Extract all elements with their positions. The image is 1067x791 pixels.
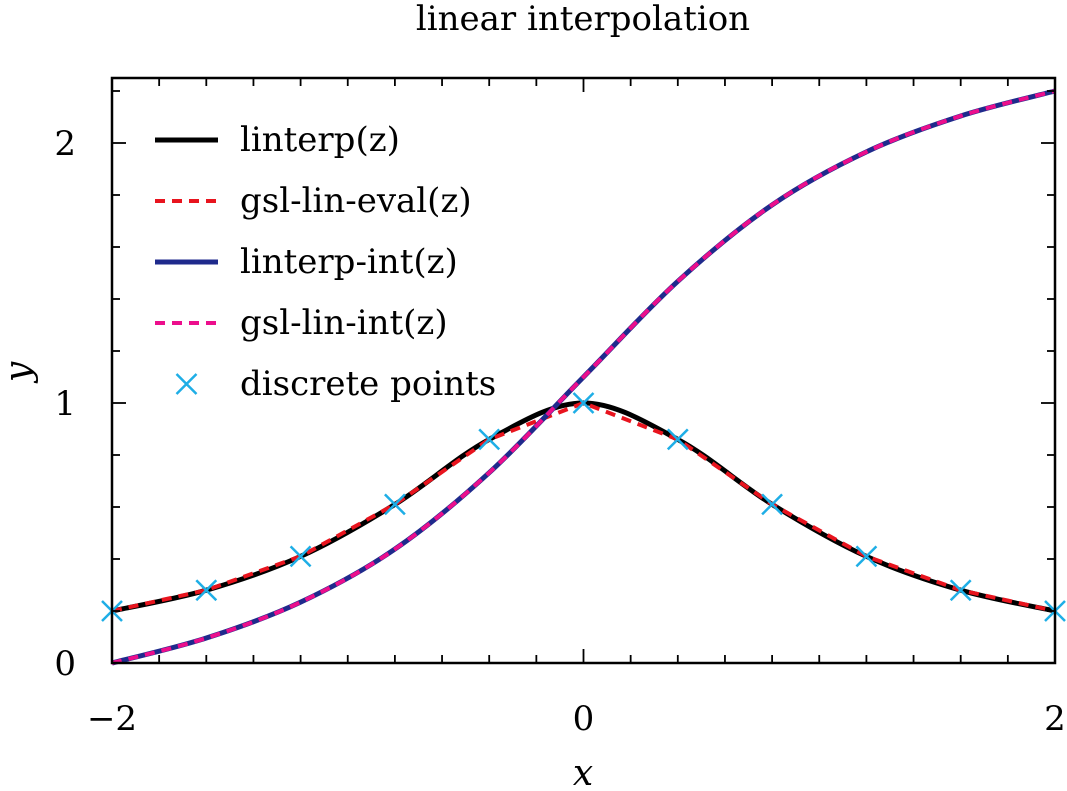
legend-item: discrete points: [175, 364, 496, 404]
series-line-gsl-lin-int-z: [111, 89, 1056, 665]
data-point-marker: [761, 493, 783, 516]
legend-label: linterp-int(z): [240, 242, 458, 282]
legend-label: gsl-lin-eval(z): [240, 181, 472, 221]
plot-markers: [101, 392, 1066, 622]
x-tick-label: −2: [87, 699, 137, 739]
legend-item: linterp(z): [155, 120, 400, 160]
series-line-gsl-lin-eval-z: [111, 401, 1056, 613]
data-point-marker: [289, 545, 312, 568]
legend-item: gsl-lin-int(z): [155, 303, 448, 343]
data-point-marker: [572, 392, 595, 414]
series-line-linterp-z: [111, 400, 1056, 614]
y-tick-label: 2: [54, 124, 76, 164]
legend-label: discrete points: [240, 364, 496, 404]
chart-title: linear interpolation: [416, 0, 750, 39]
data-point-marker: [949, 579, 972, 602]
data-point-marker: [195, 579, 218, 602]
y-axis-label: y: [0, 361, 39, 384]
legend-label: gsl-lin-int(z): [240, 303, 448, 343]
legend: linterp(z) gsl-lin-eval(z) linterp-int(z) g…: [155, 120, 496, 404]
data-point-marker: [666, 428, 689, 451]
data-point-marker: [478, 428, 501, 451]
y-tick-label: 1: [54, 384, 76, 424]
axis-ticks: [111, 78, 1056, 664]
x-axis-label: x: [573, 753, 593, 791]
data-point-marker: [384, 493, 406, 516]
legend-item: gsl-lin-eval(z): [155, 181, 472, 221]
y-tick-label: 0: [54, 644, 76, 684]
tick-labels: −2 0 2 0 1 2: [54, 124, 1065, 739]
legend-label: linterp(z): [240, 120, 400, 160]
legend-marker: [175, 373, 198, 395]
x-tick-label: 0: [573, 699, 595, 739]
x-tick-label: 2: [1044, 699, 1066, 739]
legend-item: linterp-int(z): [155, 242, 458, 282]
data-point-marker: [855, 545, 878, 568]
